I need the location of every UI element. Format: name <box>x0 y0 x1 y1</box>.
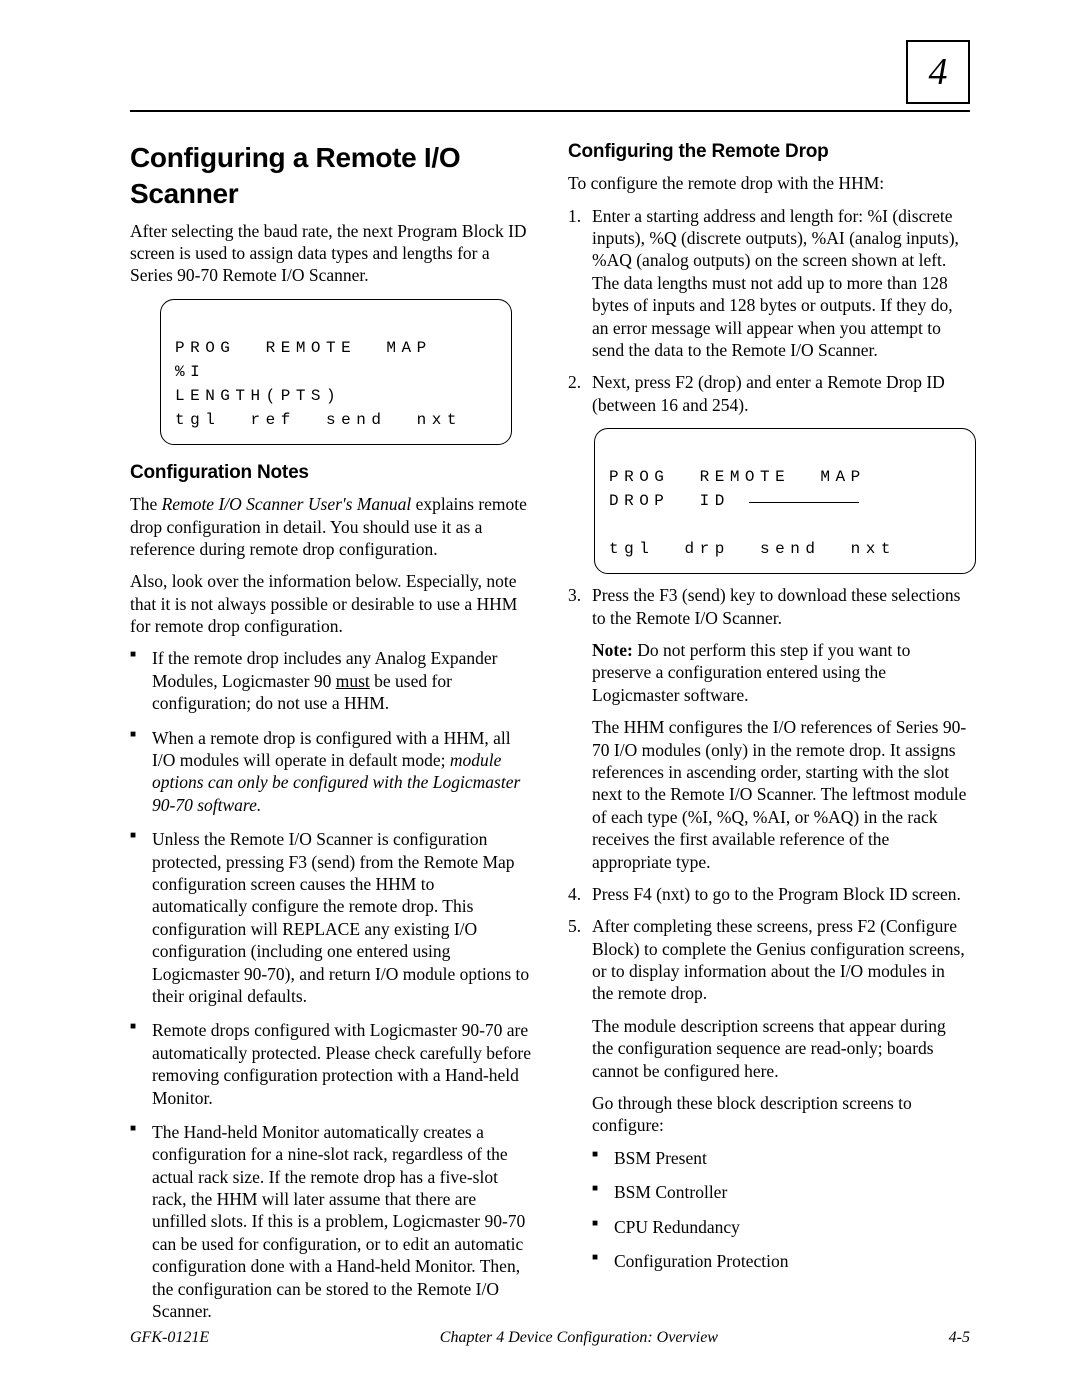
text-underline: must <box>336 671 370 691</box>
screen1-line3: LENGTH(PTS) <box>175 387 341 405</box>
list-item: Next, press F2 (drop) and enter a Remote… <box>568 371 970 574</box>
body-content: Configuring a Remote I/O Scanner After s… <box>130 140 970 1322</box>
list-item: Configuration Protection <box>592 1250 970 1272</box>
remote-drop-heading: Configuring the Remote Drop <box>568 140 970 164</box>
screen1-line1: PROG REMOTE MAP <box>175 339 432 357</box>
intro-paragraph: After selecting the baud rate, the next … <box>130 220 532 287</box>
step5-paragraph-3: Go through these block description scree… <box>592 1092 970 1137</box>
page-footer: GFK-0121E Chapter 4 Device Configuration… <box>130 1329 970 1347</box>
screen1-line2: %I <box>175 363 205 381</box>
list-item: Unless the Remote I/O Scanner is configu… <box>130 828 532 1007</box>
remote-drop-steps-cont: Press F4 (nxt) to go to the Program Bloc… <box>568 883 970 1005</box>
notes-paragraph-2: Also, look over the information below. E… <box>130 570 532 637</box>
list-item: Press F4 (nxt) to go to the Program Bloc… <box>568 883 970 905</box>
text: DROP ID <box>609 492 745 510</box>
config-notes-list: If the remote drop includes any Analog E… <box>130 647 532 1322</box>
chapter-number-box: 4 <box>906 40 970 104</box>
hhm-screen-remote-map: PROG REMOTE MAP %I LENGTH(PTS) tgl ref s… <box>160 299 512 445</box>
block-description-list: BSM Present BSM Controller CPU Redundanc… <box>592 1147 970 1273</box>
list-item: CPU Redundancy <box>592 1216 970 1238</box>
screen2-line3 <box>609 516 624 534</box>
manual-title: Remote I/O Scanner User's Manual <box>162 494 412 514</box>
header-rule <box>130 110 970 112</box>
hhm-screen-drop-id: PROG REMOTE MAP DROP ID tgl drp send nxt <box>594 428 976 574</box>
screen2-line4: tgl drp send nxt <box>609 540 896 558</box>
footer-page-number: 4-5 <box>949 1329 970 1347</box>
step5-paragraph-2: The module description screens that appe… <box>592 1015 970 1082</box>
page-title: Configuring a Remote I/O Scanner <box>130 140 532 212</box>
text: The <box>130 494 162 514</box>
config-notes-heading: Configuration Notes <box>130 461 532 485</box>
list-item: If the remote drop includes any Analog E… <box>130 647 532 714</box>
remote-drop-steps: Enter a starting address and length for:… <box>568 205 970 629</box>
footer-chapter-title: Chapter 4 Device Configuration: Overview <box>440 1329 718 1347</box>
remote-drop-intro: To configure the remote drop with the HH… <box>568 172 970 194</box>
drop-id-blank <box>749 502 859 503</box>
text: Next, press F2 (drop) and enter a Remote… <box>592 372 945 414</box>
screen1-line4: tgl ref send nxt <box>175 411 462 429</box>
list-item: Remote drops configured with Logicmaster… <box>130 1019 532 1109</box>
footer-doc-id: GFK-0121E <box>130 1329 209 1347</box>
list-item: After completing these screens, press F2… <box>568 915 970 1005</box>
step3-paragraph: The HHM configures the I/O references of… <box>592 716 970 873</box>
list-item: Press the F3 (send) key to download thes… <box>568 584 970 629</box>
list-item: BSM Controller <box>592 1181 970 1203</box>
note-label: Note: <box>592 640 633 660</box>
screen2-line1: PROG REMOTE MAP <box>609 468 866 486</box>
list-item: When a remote drop is configured with a … <box>130 727 532 817</box>
text: Do not perform this step if you want to … <box>592 640 910 705</box>
list-item: Enter a starting address and length for:… <box>568 205 970 362</box>
list-item: The Hand-held Monitor automatically crea… <box>130 1121 532 1323</box>
list-item: BSM Present <box>592 1147 970 1169</box>
screen2-line2: DROP ID <box>609 492 859 510</box>
step3-note: Note: Do not perform this step if you wa… <box>592 639 970 706</box>
notes-paragraph-1: The Remote I/O Scanner User's Manual exp… <box>130 493 532 560</box>
